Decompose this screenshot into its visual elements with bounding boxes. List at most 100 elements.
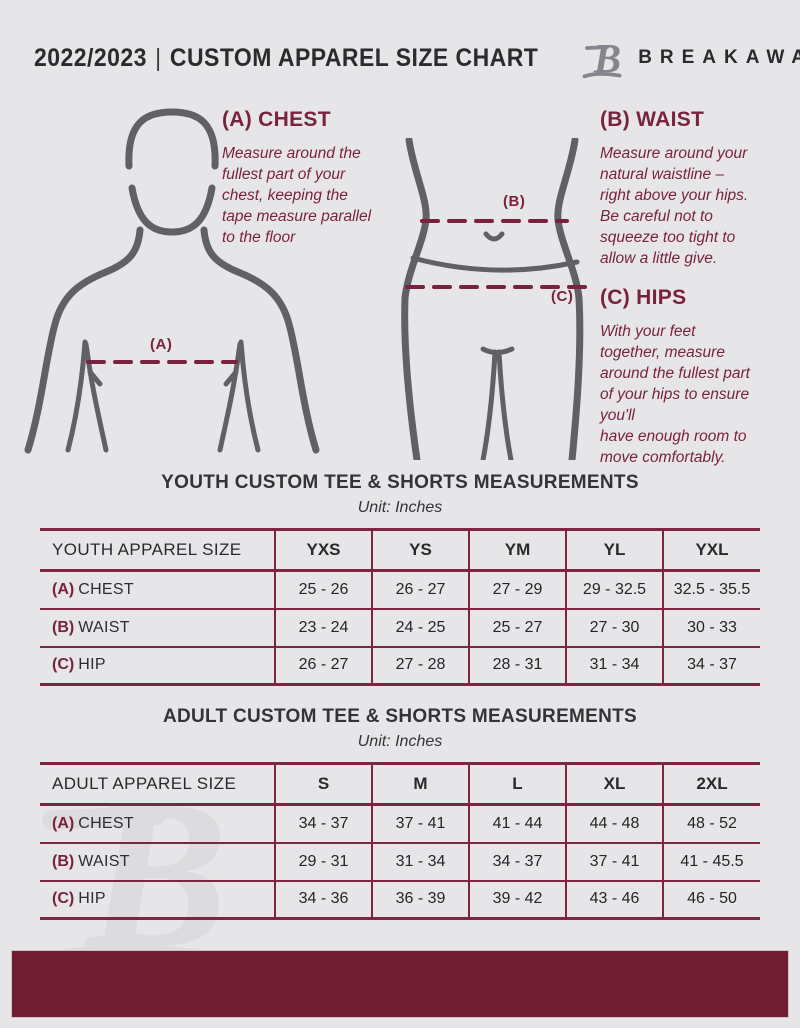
youth-table-title: YOUTH CUSTOM TEE & SHORTS MEASUREMENTS [161,472,639,493]
brand-name: BREAKAWAY [638,47,800,68]
row-label: HIP [78,890,106,908]
adult-size-col: 2XL [662,763,760,806]
row-label: HIP [78,656,106,674]
table-cell: 27 - 30 [565,608,663,648]
row-key: (C) [52,890,75,908]
table-row: (B) WAIST 23 - 24 24 - 25 25 - 27 27 - 30… [40,608,760,648]
instruction-hips-heading: (C) HIPS [600,286,687,309]
adult-size-header: ADULT APPAREL SIZE [40,763,275,806]
page-title: 2022/2023 | CUSTOM APPAREL SIZE CHART [34,44,538,73]
row-key: (B) [52,852,75,870]
instruction-waist: (B) WAIST Measure around your natural wa… [600,108,795,269]
table-cell: 26 - 27 [371,570,469,610]
table-cell: 29 - 31 [274,842,372,882]
page-header: 2022/2023 | CUSTOM APPAREL SIZE CHART BREA… [0,0,800,102]
instruction-waist-body: Measure around your natural waistline – … [600,145,749,268]
adult-size-col: L [468,763,566,806]
left-inner-leg [480,349,498,460]
marker-waist: (B) [503,193,526,210]
upper-body-figure [24,108,320,454]
youth-section: YOUTH CUSTOM TEE & SHORTS MEASUREMENTS U… [40,472,760,686]
youth-size-table: YOUTH APPAREL SIZE YXS YS YM YL YXL (A) C… [40,528,760,686]
left-body-contour [401,138,430,460]
table-cell: 34 - 36 [274,880,372,919]
right-armpit-inner [217,341,243,453]
table-row: (C) HIP 26 - 27 27 - 28 28 - 31 31 - 34 3… [40,646,760,685]
youth-size-col: YS [371,529,469,572]
adult-header-row: ADULT APPAREL SIZE S M L XL 2XL [40,763,760,806]
right-shoulder-arm [200,226,320,454]
instruction-chest-body: Measure around the fullest part of your … [222,145,372,247]
table-cell: 26 - 27 [274,646,372,685]
left-armpit-notch [87,369,103,387]
table-cell: 29 - 32.5 [565,570,663,610]
row-label: CHEST [78,814,134,832]
table-cell: 27 - 29 [468,570,566,610]
adult-section: ADULT CUSTOM TEE & SHORTS MEASUREMENTS U… [40,706,760,920]
youth-unit-label: Unit: Inches [357,499,443,516]
instruction-chest-heading: (A) CHEST [222,108,331,131]
right-armpit-notch [223,369,239,387]
table-cell: 23 - 24 [274,608,372,648]
table-cell: 31 - 34 [565,646,663,685]
adult-unit-label: Unit: Inches [357,733,443,750]
footer-bar [11,950,789,1018]
right-inner-leg [496,349,514,460]
table-cell: 37 - 41 [565,842,663,882]
adult-size-table: ADULT APPAREL SIZE S M L XL 2XL (A) CHEST… [40,762,760,920]
row-label: WAIST [78,618,130,636]
table-cell: 34 - 37 [274,804,372,844]
table-cell: 25 - 27 [468,608,566,648]
left-shoulder-arm [24,226,144,454]
youth-size-header: YOUTH APPAREL SIZE [40,529,275,572]
youth-size-col: YXL [662,529,760,572]
instruction-chest: (A) CHEST Measure around the fullest par… [222,108,422,248]
row-label-cell: (C) HIP [40,881,275,919]
navel [483,231,505,242]
table-cell: 28 - 31 [468,646,566,685]
row-label-cell: (B) WAIST [40,608,275,648]
youth-size-col: YXS [274,529,372,572]
row-label: CHEST [78,580,134,598]
brand-logo: BREAKAWAY [582,31,800,85]
row-key: (C) [52,656,75,674]
chin-outline [128,184,216,236]
row-label-cell: (A) CHEST [40,570,275,610]
table-row: (B) WAIST 29 - 31 31 - 34 34 - 37 37 - 41… [40,842,760,882]
table-cell: 34 - 37 [662,646,760,685]
table-cell: 41 - 44 [468,804,566,844]
row-key: (B) [52,618,75,636]
title-year: 2022/2023 [34,43,147,72]
head-outline [125,108,219,170]
table-cell: 46 - 50 [662,880,760,919]
table-cell: 32.5 - 35.5 [662,570,760,610]
right-armpit-outer [238,339,261,453]
youth-size-col: YM [468,529,566,572]
row-label-cell: (A) CHEST [40,804,275,844]
right-body-contour [554,138,584,460]
hip-curve [410,255,580,273]
title-text: CUSTOM APPAREL SIZE CHART [169,43,539,72]
marker-hips: (C) [551,288,574,305]
table-cell: 43 - 46 [565,880,663,919]
table-cell: 30 - 33 [662,608,760,648]
youth-header-row: YOUTH APPAREL SIZE YXS YS YM YL YXL [40,529,760,572]
row-key: (A) [52,580,75,598]
marker-chest: (A) [150,336,173,353]
table-row: (A) CHEST 34 - 37 37 - 41 41 - 44 44 - 48… [40,804,760,844]
left-armpit-outer [65,339,88,453]
adult-size-col: XL [565,763,663,806]
youth-size-col: YL [565,529,663,572]
breakaway-b-mark-icon [582,31,628,85]
instruction-waist-heading: (B) WAIST [600,108,705,131]
table-cell: 36 - 39 [371,880,469,919]
table-cell: 27 - 28 [371,646,469,685]
row-label: WAIST [78,852,130,870]
table-row: (A) CHEST 25 - 26 26 - 27 27 - 29 29 - 32… [40,570,760,610]
table-cell: 37 - 41 [371,804,469,844]
table-cell: 24 - 25 [371,608,469,648]
row-key: (A) [52,814,75,832]
adult-size-col: M [371,763,469,806]
lower-body-figure [401,138,587,460]
